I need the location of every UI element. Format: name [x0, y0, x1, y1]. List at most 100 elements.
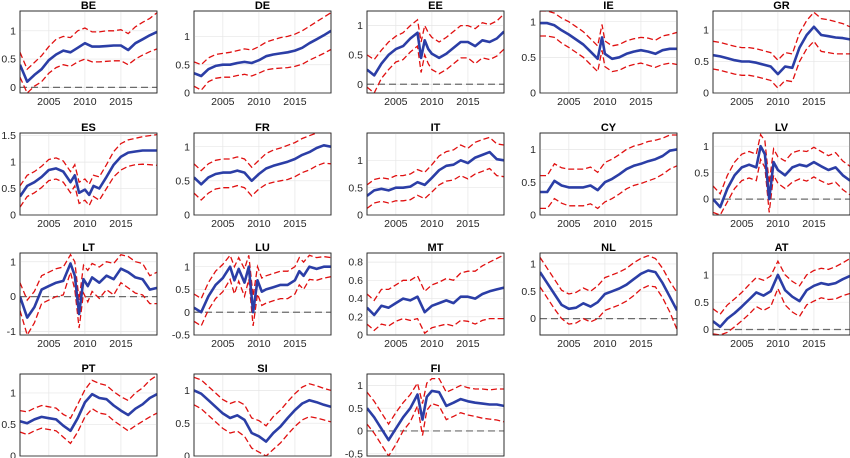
y-tick-label: 1 [357, 20, 363, 32]
x-tick-label: 2005 [557, 96, 581, 108]
lower-band-line [367, 402, 504, 456]
x-tick-label: 2010 [73, 96, 97, 108]
y-tick-label: 0 [184, 451, 190, 458]
panel-lu: -0.5 0 0.5 1 2005 2010 2015 LU [172, 242, 332, 350]
y-tick-label: 0 [357, 426, 363, 438]
y-tick-label: 1 [10, 25, 16, 37]
y-tick-label: 1 [10, 157, 16, 169]
x-tick-label: 2005 [37, 338, 61, 350]
y-tick-label: -0.5 [345, 448, 363, 458]
lower-band-line [713, 40, 850, 89]
y-tick-label: 1 [10, 388, 16, 400]
plot-border [539, 132, 678, 216]
y-tick-label: 0.5 [348, 182, 363, 194]
y-tick-label: 0.5 [348, 403, 363, 415]
x-tick-label: 2005 [730, 338, 754, 350]
lower-band-line [540, 35, 677, 73]
plot-border [366, 373, 505, 457]
x-tick-label: 2010 [766, 338, 790, 350]
mean-series-line [194, 265, 331, 314]
y-tick-label: -1 [7, 326, 16, 338]
upper-band-line [194, 12, 331, 66]
x-tick-label: 2015 [109, 96, 133, 108]
plot-border [19, 252, 158, 336]
x-tick-label: 2005 [211, 338, 235, 350]
y-tick-label: 1 [184, 261, 190, 273]
lower-band-line [194, 404, 331, 456]
y-tick-label: 0 [703, 194, 709, 206]
plot-area [539, 132, 678, 216]
panel-title: IT [431, 122, 441, 134]
x-tick-label: 2010 [73, 338, 97, 350]
y-tick-label: 0 [10, 82, 16, 94]
upper-band-line [194, 133, 331, 172]
upper-band-line [713, 133, 850, 196]
plot-border [193, 252, 332, 336]
upper-band-line [20, 12, 157, 71]
y-tick-label: 0.5 [521, 286, 536, 298]
x-tick-label: 2010 [247, 338, 271, 350]
plot-area [193, 373, 332, 457]
x-tick-label: 2015 [629, 96, 653, 108]
y-tick-label: 0 [184, 307, 190, 319]
y-tick-label: 1 [184, 141, 190, 153]
panel-title: BE [81, 0, 96, 12]
x-tick-label: 2015 [802, 218, 826, 230]
upper-band-line [713, 257, 850, 316]
y-tick-label: 0.4 [348, 293, 363, 305]
x-tick-label: 2010 [593, 96, 617, 108]
panel-title: IE [603, 0, 613, 12]
lower-band-line [540, 285, 677, 330]
x-tick-label: 2005 [384, 96, 408, 108]
panel-title: LU [255, 242, 270, 254]
y-tick-label: 1 [530, 16, 536, 28]
y-tick-label: 0 [357, 79, 363, 91]
panel-title: FI [431, 363, 441, 375]
x-tick-label: 2005 [211, 218, 235, 230]
upper-band-line [20, 374, 157, 420]
lower-band-line [20, 407, 157, 445]
upper-band-line [540, 255, 677, 295]
panel-cy: 0 0.5 1 2005 2010 2015 CY [521, 122, 678, 230]
y-tick-label: 0.5 [694, 167, 709, 179]
plot-border [19, 10, 158, 94]
plot-area [712, 10, 850, 94]
lower-band-line [20, 48, 157, 93]
y-tick-label: 0.5 [1, 183, 16, 195]
y-tick-label: 1 [357, 155, 363, 167]
plot-border [712, 10, 850, 94]
y-tick-label: 0 [10, 210, 16, 222]
lower-band-line [194, 276, 331, 327]
lower-band-line [194, 48, 331, 92]
plot-border [193, 373, 332, 457]
mean-series-line [540, 21, 677, 61]
y-tick-label: 0 [10, 291, 16, 303]
mean-series-line [713, 273, 850, 329]
x-tick-label: 2015 [629, 218, 653, 230]
plot-area [712, 252, 850, 336]
x-tick-label: 2010 [593, 338, 617, 350]
y-tick-label: 1 [703, 141, 709, 153]
panel-si: 00.51200520102015SI [175, 363, 332, 458]
x-tick-label: 2005 [730, 96, 754, 108]
lower-band-line [713, 157, 850, 215]
panel-title: AT [775, 242, 789, 254]
panel-lt: -1 0 1 2005 2010 2015 LT [7, 242, 158, 350]
lower-band-line [367, 317, 504, 335]
y-tick-label: 0.5 [521, 52, 536, 64]
y-tick-label: 1 [357, 380, 363, 392]
x-tick-label: 2010 [420, 338, 444, 350]
mean-series-line [367, 286, 504, 317]
upper-band-line [367, 377, 504, 426]
panel-title: SI [257, 363, 267, 375]
panel-title: PT [81, 363, 95, 375]
panel-pt: 00.51200520102015PT [1, 363, 158, 458]
y-tick-label: 0 [10, 451, 16, 458]
panel-at: 0 0.5 1 2005 2010 2015 AT [694, 242, 850, 350]
upper-band-line [20, 133, 157, 187]
upper-band-line [20, 253, 157, 302]
y-tick-label: 0.5 [175, 59, 190, 71]
y-tick-label: 0 [184, 210, 190, 222]
x-tick-label: 2015 [109, 338, 133, 350]
